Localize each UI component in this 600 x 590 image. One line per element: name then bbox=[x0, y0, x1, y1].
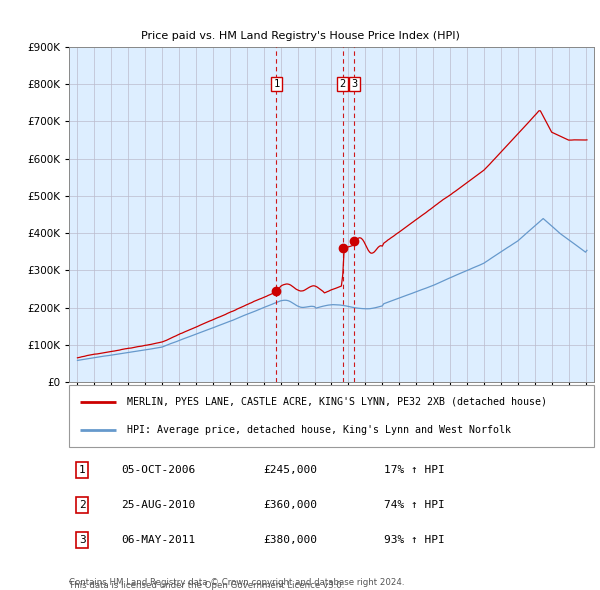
Text: £360,000: £360,000 bbox=[263, 500, 317, 510]
Text: 25-AUG-2010: 25-AUG-2010 bbox=[121, 500, 196, 510]
Text: MERLIN, PYES LANE, CASTLE ACRE, KING'S LYNN, PE32 2XB (detached house): MERLIN, PYES LANE, CASTLE ACRE, KING'S L… bbox=[127, 396, 547, 407]
Text: £245,000: £245,000 bbox=[263, 465, 317, 475]
Text: This data is licensed under the Open Government Licence v3.0.: This data is licensed under the Open Gov… bbox=[69, 581, 344, 590]
Text: Price paid vs. HM Land Registry's House Price Index (HPI): Price paid vs. HM Land Registry's House … bbox=[140, 31, 460, 41]
Text: 93% ↑ HPI: 93% ↑ HPI bbox=[384, 535, 445, 545]
Text: 05-OCT-2006: 05-OCT-2006 bbox=[121, 465, 196, 475]
Text: 74% ↑ HPI: 74% ↑ HPI bbox=[384, 500, 445, 510]
FancyBboxPatch shape bbox=[69, 385, 594, 447]
Text: Contains HM Land Registry data © Crown copyright and database right 2024.: Contains HM Land Registry data © Crown c… bbox=[69, 578, 404, 587]
Text: 3: 3 bbox=[351, 79, 358, 89]
Text: 17% ↑ HPI: 17% ↑ HPI bbox=[384, 465, 445, 475]
Text: 06-MAY-2011: 06-MAY-2011 bbox=[121, 535, 196, 545]
Text: £380,000: £380,000 bbox=[263, 535, 317, 545]
Text: 3: 3 bbox=[79, 535, 86, 545]
Text: 2: 2 bbox=[79, 500, 86, 510]
Text: 1: 1 bbox=[79, 465, 86, 475]
Text: 2: 2 bbox=[340, 79, 346, 89]
Text: 1: 1 bbox=[274, 79, 280, 89]
Text: HPI: Average price, detached house, King's Lynn and West Norfolk: HPI: Average price, detached house, King… bbox=[127, 425, 511, 435]
